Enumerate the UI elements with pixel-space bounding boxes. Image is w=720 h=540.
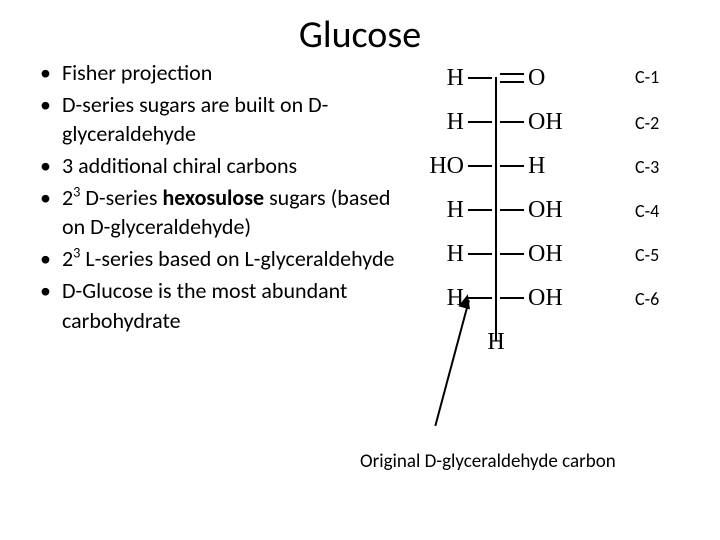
bold-text: hexosulose: [162, 184, 264, 211]
substituent-left: H: [420, 65, 464, 92]
substituent-left: HO: [420, 153, 464, 180]
carbon-row-1: H O: [420, 55, 610, 99]
substituent-right: OH: [528, 241, 572, 268]
carbon-row-5: H OH: [420, 231, 610, 275]
carbon-row-6: H OH: [420, 275, 610, 319]
substituent-left: H: [420, 241, 464, 268]
bullet-item: D-series sugars are built on D-glycerald…: [40, 90, 400, 149]
substituent-left: H: [420, 197, 464, 224]
fischer-projection-diagram: H O H OH HO H H OH H OH H OH H: [420, 55, 610, 363]
substituent-left: H: [420, 285, 464, 312]
bullet-item: 3 additional chiral carbons: [40, 151, 400, 181]
bullet-list: Fisher projection D-series sugars are bu…: [40, 58, 400, 337]
bullet-item: 23 D-series hexosulose sugars (based on …: [40, 183, 400, 242]
bullet-item: 23 L-series based on L-glyceraldehyde: [40, 244, 400, 274]
terminal-h: H: [486, 329, 506, 356]
page-title: Glucose: [0, 12, 720, 58]
carbon-label: C-5: [635, 244, 659, 266]
substituent-right: H: [528, 153, 572, 180]
text: D-series: [80, 184, 162, 211]
substituent-right: O: [528, 65, 572, 92]
text: L-series based on L-glyceraldehyde: [80, 245, 394, 272]
carbon-label: C-2: [635, 112, 659, 134]
text: 2: [62, 184, 73, 211]
bullet-item: Fisher projection: [40, 58, 400, 88]
diagram-caption: Original D-glyceraldehyde carbon: [360, 450, 616, 473]
bullet-item: D-Glucose is the most abundant carbohydr…: [40, 276, 400, 335]
carbon-label: C-6: [635, 288, 659, 310]
carbon-label: C-4: [635, 200, 659, 222]
carbon-row-4: H OH: [420, 187, 610, 231]
carbon-row-2: H OH: [420, 99, 610, 143]
substituent-right: OH: [528, 285, 572, 312]
substituent-right: OH: [528, 109, 572, 136]
carbon-label: C-1: [635, 66, 659, 88]
substituent-right: OH: [528, 197, 572, 224]
carbon-row-3: HO H: [420, 143, 610, 187]
carbon-label: C-3: [635, 156, 659, 178]
substituent-left: H: [420, 109, 464, 136]
carbon-row-end: H: [420, 319, 610, 363]
text: 2: [62, 245, 73, 272]
